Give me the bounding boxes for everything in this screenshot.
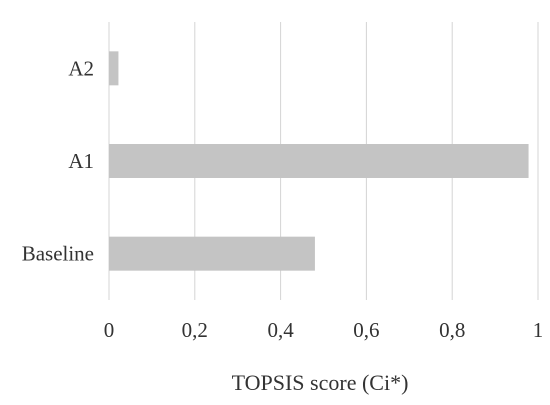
x-tick-label: 1 (533, 318, 544, 342)
x-tick-label: 0,4 (267, 318, 294, 342)
x-tick-label: 0,8 (439, 318, 465, 342)
x-tick-label: 0,2 (182, 318, 208, 342)
category-label-baseline: Baseline (22, 242, 94, 266)
bars (109, 51, 529, 271)
category-label-a2: A2 (68, 56, 94, 80)
category-labels: A2 A1 Baseline (22, 56, 94, 265)
x-axis-title: TOPSIS score (Ci*) (232, 370, 409, 395)
category-label-a1: A1 (68, 149, 94, 173)
x-tick-label: 0,6 (353, 318, 379, 342)
bar-a1 (109, 144, 529, 178)
bar-baseline (109, 236, 315, 271)
x-tick-labels: 0 0,2 0,4 0,6 0,8 1 (104, 318, 544, 342)
bar-a2 (109, 51, 119, 86)
x-tick-label: 0 (104, 318, 115, 342)
